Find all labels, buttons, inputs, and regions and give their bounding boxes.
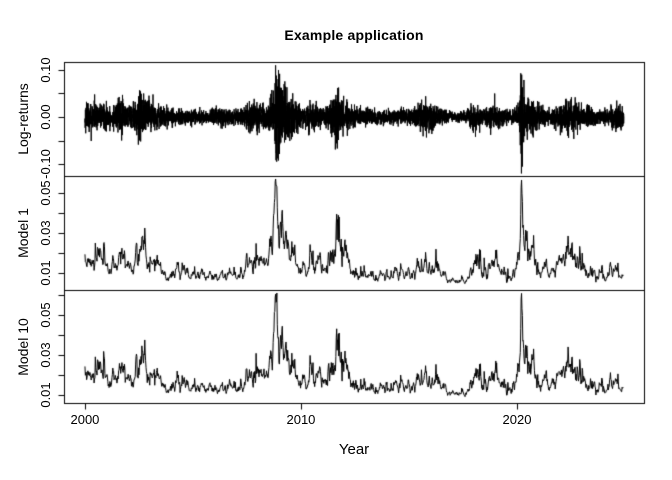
chart-title: Example application — [284, 27, 424, 43]
y-tick-label: 0.05 — [38, 302, 53, 328]
y-axis-label-model-10: Model 10 — [15, 317, 31, 376]
y-axis-label-log-returns: Log-returns — [15, 83, 31, 155]
x-tick-label: 2020 — [502, 412, 532, 427]
y-tick-label: 0.10 — [38, 57, 53, 83]
y-tick-label: 0.03 — [38, 342, 53, 368]
x-tick-label: 2000 — [70, 412, 100, 427]
y-axis-label-model-1: Model 1 — [15, 208, 31, 258]
y-tick-label: 0.01 — [38, 382, 53, 408]
x-tick-label: 2010 — [286, 412, 316, 427]
y-tick-label: 0.05 — [38, 180, 53, 206]
y-tick-label: 0.01 — [38, 260, 53, 286]
x-axis-label: Year — [338, 441, 370, 458]
y-tick-label: 0.00 — [38, 104, 53, 130]
y-tick-label: 0.03 — [38, 220, 53, 246]
